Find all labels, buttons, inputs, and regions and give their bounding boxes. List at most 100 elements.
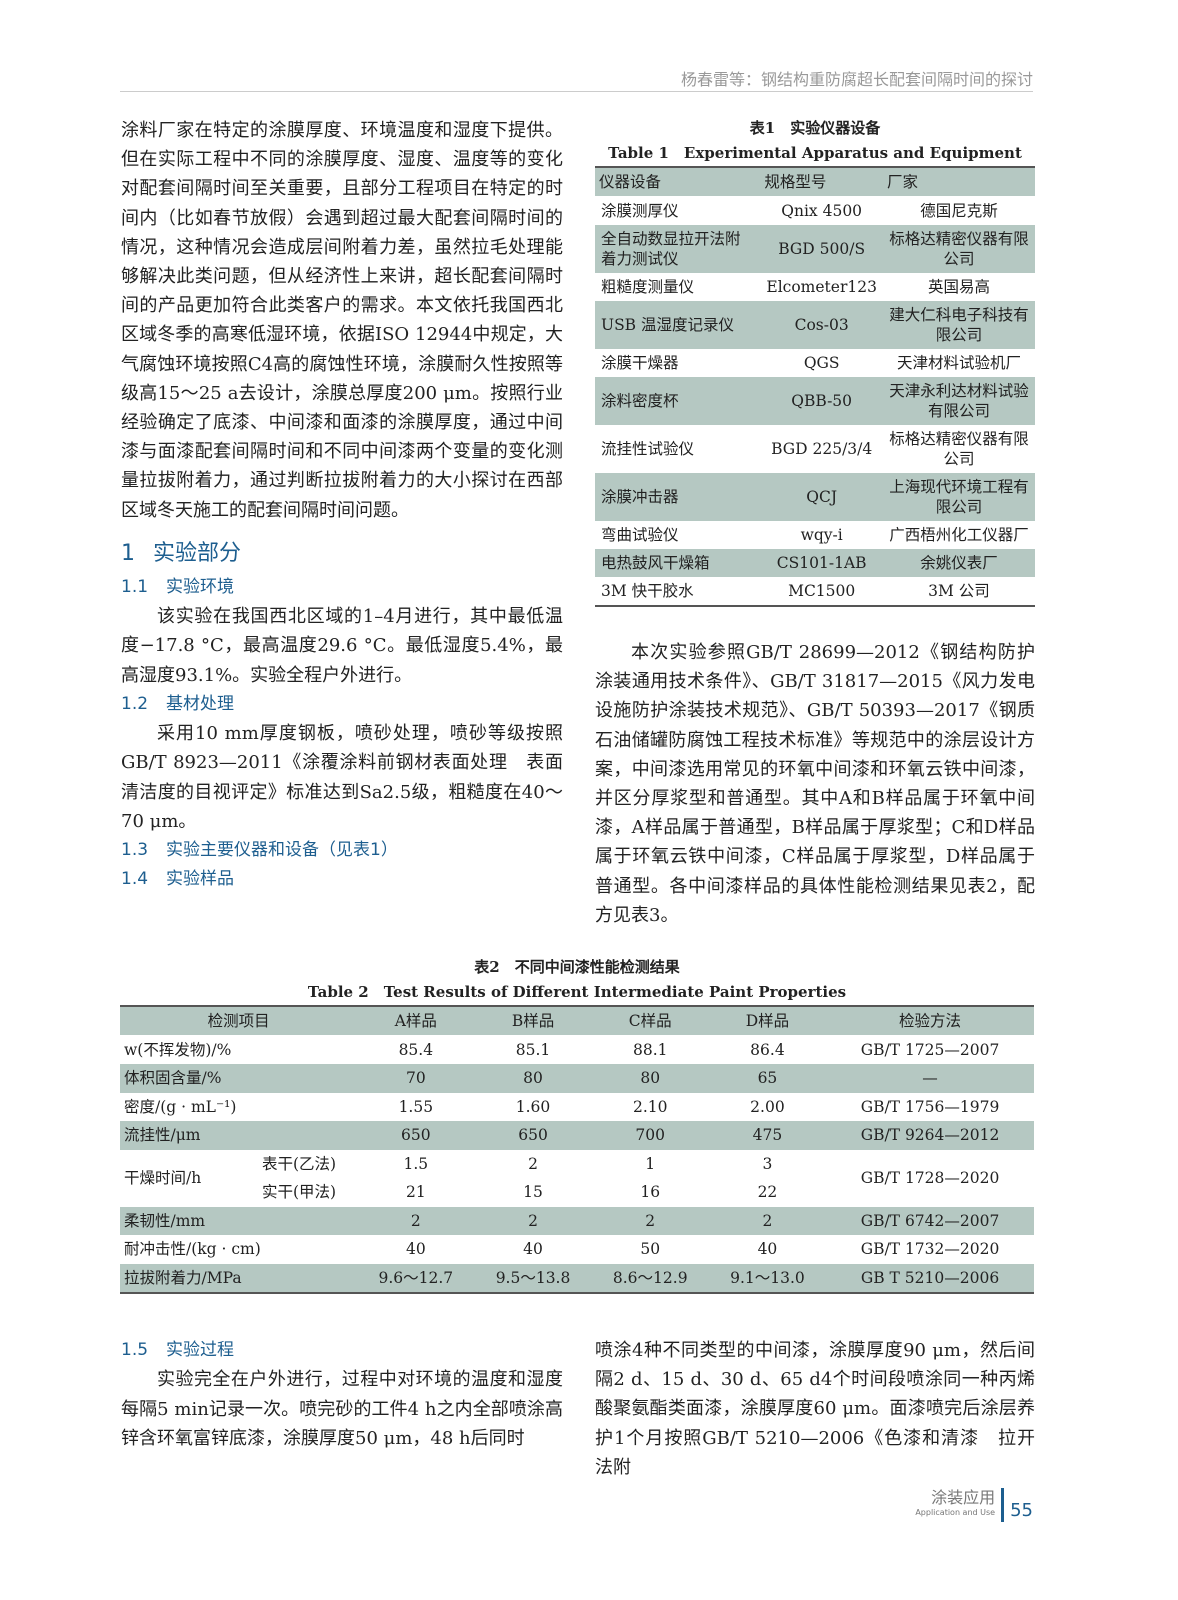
table-row: 电热鼓风干燥箱 CS101-1AB 余姚仪表厂: [595, 549, 1035, 577]
model-cell: QBB-50: [760, 377, 883, 425]
model-cell: MC1500: [760, 577, 883, 607]
section-title: 实验主要仪器和设备（见表1）: [166, 840, 398, 861]
left-column-bottom: 1.5 实验过程 实验完全在户外进行，过程中对环境的温度和湿度每隔5 min记录一…: [121, 1336, 563, 1453]
table-row: 涂料密度杯 QBB-50 天津永利达材料试验有限公司: [595, 377, 1035, 425]
model-cell: Cos-03: [760, 301, 883, 349]
table-row: USB 温湿度记录仪 Cos-03 建大仁科电子科技有限公司: [595, 301, 1035, 349]
model-cell: wqy-i: [800, 526, 843, 544]
value-cell: 85.4: [398, 1041, 434, 1059]
instrument-cell: 涂膜冲击器: [595, 473, 761, 521]
table2-block: 表2 不同中间漆性能检测结果 Table 2 Test Results of D…: [120, 955, 1034, 1294]
value-cell: 88.1: [632, 1041, 668, 1059]
table-row: 全自动数显拉开法附着力测试仪 BGD 500/S 标格达精密仪器有限公司: [595, 225, 1035, 273]
instrument-cell: 涂料密度杯: [595, 377, 761, 425]
manufacturer-cell: 标格达精密仪器有限公司: [889, 430, 1029, 468]
instrument-cell: 流挂性试验仪: [601, 440, 695, 458]
value-cell: 65: [708, 1064, 827, 1093]
value-cell: 1.5: [403, 1154, 429, 1173]
value-cell: 40: [523, 1240, 543, 1259]
value-cell: 1.60: [515, 1097, 551, 1116]
value-cell: 2: [591, 1206, 709, 1235]
method-cell: GB/T 9264—2012: [826, 1121, 1034, 1150]
value-cell: 1: [645, 1154, 656, 1173]
manufacturer-cell: 建大仁科电子科技有限公司: [882, 301, 1035, 349]
manufacturer-cell: 英国易高: [927, 278, 990, 296]
method-cell: GB T 5210—2006: [826, 1263, 1034, 1294]
value-cell: 21: [405, 1183, 426, 1202]
value-cell: 40: [405, 1240, 426, 1259]
section-number: 1.2: [121, 693, 149, 714]
table1: 仪器设备 规格型号 厂家 涂膜测厚仪 Qnix 4500 德国尼克斯 全自动数显拉开法…: [595, 166, 1035, 607]
model-cell: BGD 500/S: [760, 225, 883, 273]
instrument-cell: USB 温湿度记录仪: [595, 301, 761, 349]
table-row: 柔韧性/mm 2 2 2 2 GB/T 6742—2007: [120, 1206, 1034, 1235]
value-cell: 2: [474, 1206, 592, 1235]
table1-caption-en: Table 1 Experimental Apparatus and Equip…: [608, 144, 1022, 162]
value-cell: 9.5～13.8: [474, 1263, 592, 1294]
paragraph: 涂料厂家在特定的涂膜厚度、环境温度和湿度下提供。但在实际工程中不同的涂膜厚度、湿…: [121, 120, 563, 521]
instrument-cell: 全自动数显拉开法附着力测试仪: [595, 225, 761, 273]
section-title: 实验部分: [153, 540, 242, 566]
instrument-cell: 3M 快干胶水: [595, 577, 761, 607]
manufacturer-cell: 天津永利达材料试验有限公司: [882, 377, 1035, 425]
paragraph: 喷涂4种不同类型的中间漆，涂膜厚度90 μm，然后间隔2 d、15 d、30 d…: [595, 1340, 1035, 1478]
col-header: A样品: [357, 1005, 475, 1036]
instrument-cell: 涂膜干燥器: [601, 354, 679, 372]
value-cell: 86.4: [750, 1041, 785, 1059]
value-cell: 2: [708, 1206, 827, 1235]
model-cell: BGD 225/3/4: [771, 440, 873, 458]
page-number: 55: [1010, 1500, 1033, 1521]
subitem-cell: 实干(甲法): [261, 1183, 337, 1202]
subsection-heading: 1.5 实验过程: [121, 1336, 563, 1365]
running-title: 杨春雷等：钢结构重防腐超长配套间隔时间的探讨: [680, 70, 1033, 89]
table-row: 耐冲击性/(kg · cm) 40 40 50 40 GB/T 1732—2020: [120, 1235, 1034, 1264]
instrument-cell: 弯曲试验仪: [601, 526, 679, 544]
col-header: 仪器设备: [595, 166, 761, 197]
right-column: 本次实验参照GB/T 28699—2012《钢结构防护涂装通用技术条件》、GB/…: [595, 638, 1035, 930]
manufacturer-cell: 上海现代环境工程有限公司: [882, 473, 1035, 521]
value-cell: 9.6～12.7: [357, 1263, 475, 1294]
item-cell: 干燥时间/h: [124, 1169, 202, 1187]
table-row: 拉拔附着力/MPa 9.6～12.7 9.5～13.8 8.6～12.9 9.1～13.…: [120, 1263, 1034, 1294]
item-cell: 流挂性/μm: [120, 1121, 358, 1150]
value-cell: 40: [757, 1240, 778, 1259]
model-cell: CS101-1AB: [760, 549, 883, 577]
manufacturer-cell: 3M 公司: [882, 577, 1035, 607]
value-cell: 9.1～13.0: [708, 1263, 827, 1294]
section-number: 1.1: [121, 576, 149, 597]
value-cell: 2.10: [632, 1097, 668, 1116]
table-row: 流挂性/μm 650 650 700 475 GB/T 9264—2012: [120, 1121, 1034, 1150]
section-number: 1.4: [121, 869, 149, 890]
table-row: 流挂性试验仪 BGD 225/3/4 标格达精密仪器有限公司: [595, 425, 1035, 473]
left-column: 涂料厂家在特定的涂膜厚度、环境温度和湿度下提供。但在实际工程中不同的涂膜厚度、湿…: [121, 116, 563, 895]
value-cell: 22: [757, 1183, 778, 1202]
paragraph: 本次实验参照GB/T 28699—2012《钢结构防护涂装通用技术条件》、GB/…: [595, 642, 1035, 926]
item-cell: w(不挥发物)/%: [124, 1041, 232, 1059]
model-cell: QCJ: [760, 473, 883, 521]
paragraph: 实验完全在户外进行，过程中对环境的温度和湿度每隔5 min记录一次。喷完砂的工件…: [121, 1369, 563, 1449]
value-cell: 700: [591, 1121, 709, 1150]
instrument-cell: 电热鼓风干燥箱: [595, 549, 761, 577]
table-row: 实干(甲法) 21 15 16 22: [120, 1178, 1034, 1207]
subsection-heading: 1.1 实验环境: [121, 573, 563, 602]
item-cell: 耐冲击性/(kg · cm): [124, 1240, 261, 1259]
table-row: 体积固含量/% 70 80 80 65—: [120, 1064, 1034, 1093]
value-cell: 8.6～12.9: [591, 1263, 709, 1294]
method-cell: GB/T 1725—2007: [860, 1041, 1000, 1059]
subsection-heading: 1.4 实验样品: [121, 865, 563, 894]
method-cell: GB/T 1756—1979: [860, 1097, 1000, 1116]
model-cell: Elcometer123: [766, 278, 877, 296]
paragraph: 该实验在我国西北区域的1–4月进行，其中最低温度−17.8 °C，最高温度29.…: [121, 606, 563, 686]
value-cell: 650: [474, 1121, 592, 1150]
footer: 涂装应用 Application and Use 55: [915, 1488, 1033, 1522]
table1-caption-cn: 表1 实验仪器设备: [749, 119, 881, 137]
value-cell: 85.1: [515, 1041, 551, 1059]
running-header: 杨春雷等：钢结构重防腐超长配套间隔时间的探讨: [120, 66, 1033, 92]
method-cell: GB/T 1728—2020: [860, 1169, 1000, 1187]
section-number: 1.5: [121, 1340, 149, 1360]
model-cell: QGS: [803, 354, 840, 372]
section-number: 1: [121, 540, 135, 566]
value-cell: 15: [523, 1183, 543, 1202]
manufacturer-cell: 余姚仪表厂: [882, 549, 1035, 577]
manufacturer-cell: 天津材料试验机厂: [896, 354, 1021, 372]
